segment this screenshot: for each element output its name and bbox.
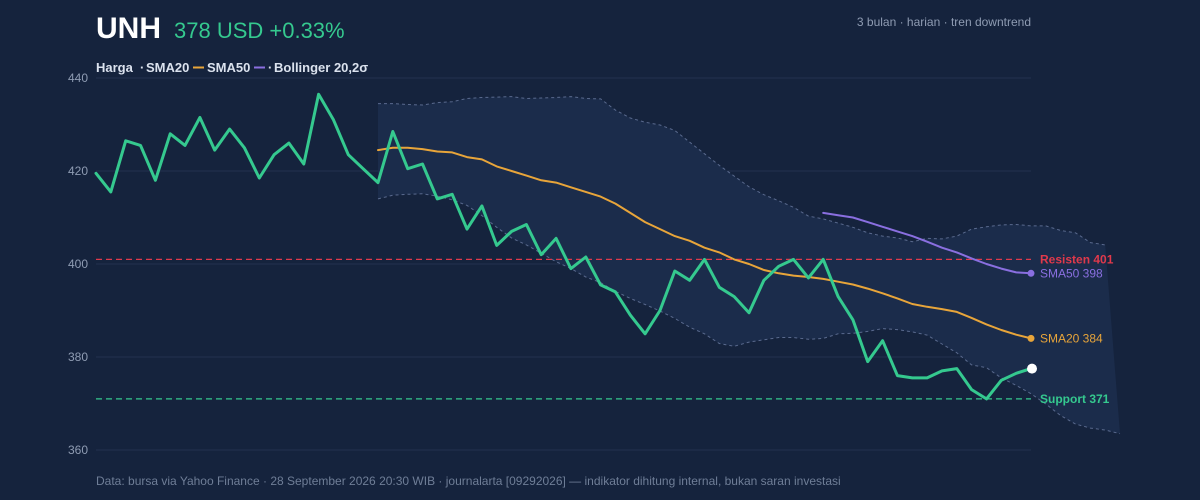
- sma50-end-label: SMA50 398: [1040, 266, 1103, 280]
- end-markers: SMA50 398 SMA20 384: [1027, 266, 1103, 374]
- legend-separator: ·: [140, 60, 144, 75]
- bollinger-lower-line: [377, 193, 1121, 435]
- sma20-end-label: SMA20 384: [1040, 331, 1103, 345]
- legend-price: Harga: [96, 60, 134, 75]
- sma20-line: [377, 146, 1032, 340]
- bollinger-band: [377, 96, 1121, 435]
- legend-sma50: SMA50: [207, 60, 250, 75]
- legend-bollinger: Bollinger 20,2σ: [274, 60, 368, 75]
- price-change: 378 USD +0.33%: [174, 18, 345, 43]
- sma20-last-point: [1027, 334, 1035, 342]
- sma50-last-point: [1027, 269, 1035, 277]
- footer-source: Data: bursa via Yahoo Finance · 28 Septe…: [96, 474, 841, 488]
- y-tick-label-360: 360: [68, 443, 88, 457]
- series-lines: [94, 92, 1033, 401]
- support-label: Support 371: [1040, 392, 1110, 406]
- level-lines: Resisten 401 Support 371: [96, 252, 1114, 406]
- legend: Harga · SMA20 SMA50 · Bollinger 20,2σ: [96, 60, 368, 75]
- price-last-point: [1027, 363, 1037, 374]
- bollinger-fill: [378, 96, 1120, 434]
- period-info: 3 bulan · harian · tren downtrend: [857, 15, 1031, 29]
- y-tick-label-440: 440: [68, 71, 88, 85]
- legend-sma20: SMA20: [146, 60, 189, 75]
- price-line: [94, 92, 1033, 401]
- sma50-line: [822, 211, 1032, 275]
- y-tick-label-420: 420: [68, 164, 88, 178]
- legend-dot: ·: [268, 60, 272, 75]
- resistance-label: Resisten 401: [1040, 252, 1114, 266]
- grid: 360 380 400 420 440: [68, 71, 1031, 457]
- y-tick-label-400: 400: [68, 257, 88, 271]
- y-tick-label-380: 380: [68, 350, 88, 364]
- ticker-symbol: UNH: [96, 12, 161, 45]
- bollinger-upper-line: [378, 96, 1106, 246]
